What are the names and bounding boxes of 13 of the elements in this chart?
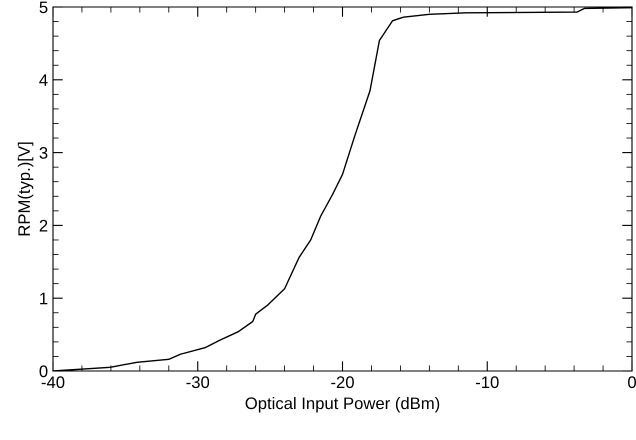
y-tick-label: 2 [40,220,48,232]
y-axis-title: RPM(typ.)[V] [18,142,34,236]
x-tick-label: -20 [331,376,354,388]
y-tick-label: 5 [40,2,48,14]
x-axis-title: Optical Input Power (dBm) [246,396,440,412]
x-tick-label: -30 [186,376,210,388]
y-tick-label: 3 [40,147,48,159]
x-tick-label: -40 [42,376,64,388]
x-tick-label: 0 [628,376,636,388]
y-tick-label: 1 [40,292,48,304]
y-tick-label: 0 [40,365,48,378]
y-tick-label: 4 [39,74,48,86]
x-tick-label: -10 [476,376,499,388]
